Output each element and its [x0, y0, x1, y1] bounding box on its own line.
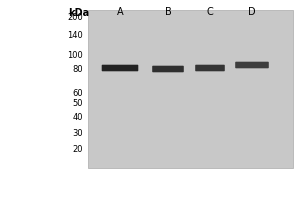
Text: 60: 60 [72, 88, 83, 98]
Text: 100: 100 [67, 50, 83, 60]
Text: B: B [165, 7, 171, 17]
Text: 50: 50 [73, 99, 83, 108]
FancyBboxPatch shape [195, 65, 225, 71]
Text: 30: 30 [72, 129, 83, 138]
Text: kDa: kDa [68, 8, 89, 18]
Text: 20: 20 [73, 146, 83, 154]
FancyBboxPatch shape [152, 66, 184, 72]
Bar [88, 10, 293, 168]
Text: A: A [117, 7, 123, 17]
Text: D: D [248, 7, 256, 17]
Text: C: C [207, 7, 213, 17]
Text: 40: 40 [73, 114, 83, 122]
Text: 200: 200 [67, 14, 83, 22]
Text: 140: 140 [67, 30, 83, 40]
FancyBboxPatch shape [102, 65, 138, 71]
Text: 80: 80 [72, 66, 83, 74]
FancyBboxPatch shape [235, 62, 269, 68]
